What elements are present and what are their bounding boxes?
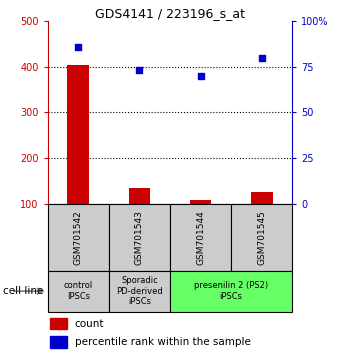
Bar <box>68 64 89 204</box>
Bar <box>50 318 67 329</box>
Bar <box>48 204 109 271</box>
Bar <box>231 204 292 271</box>
Bar <box>170 271 292 312</box>
Text: GSM701543: GSM701543 <box>135 210 144 265</box>
Text: GSM701544: GSM701544 <box>196 210 205 264</box>
Text: Sporadic
PD-derived
iPSCs: Sporadic PD-derived iPSCs <box>116 276 163 306</box>
Bar <box>170 204 231 271</box>
Bar <box>109 204 170 271</box>
Bar <box>48 271 109 312</box>
Text: percentile rank within the sample: percentile rank within the sample <box>74 337 250 347</box>
Text: GSM701545: GSM701545 <box>257 210 266 265</box>
Bar <box>129 188 150 204</box>
Text: count: count <box>74 319 104 329</box>
Text: control
IPSCs: control IPSCs <box>64 281 93 301</box>
Point <box>198 73 203 79</box>
Text: presenilin 2 (PS2)
iPSCs: presenilin 2 (PS2) iPSCs <box>194 281 268 301</box>
Point <box>259 55 265 61</box>
Bar <box>251 192 273 204</box>
Bar <box>50 336 67 348</box>
Text: GSM701542: GSM701542 <box>74 210 83 264</box>
Bar <box>109 271 170 312</box>
Text: cell line: cell line <box>3 286 44 296</box>
Point <box>75 44 81 50</box>
Title: GDS4141 / 223196_s_at: GDS4141 / 223196_s_at <box>95 7 245 20</box>
Point <box>137 68 142 73</box>
Bar <box>190 200 211 204</box>
